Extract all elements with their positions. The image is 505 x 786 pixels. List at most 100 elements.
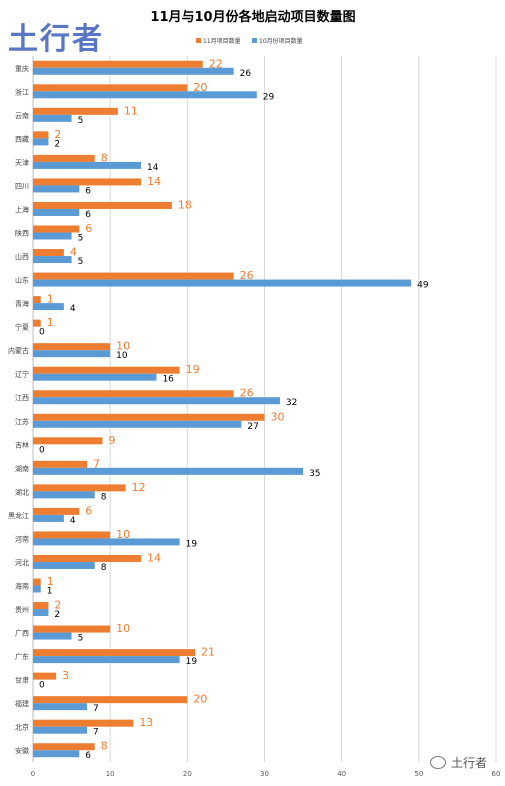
bar-11month xyxy=(33,507,80,515)
category-label: 湖北 xyxy=(15,487,29,496)
category-label: 重庆 xyxy=(15,64,29,73)
category-label: 广东 xyxy=(15,652,29,661)
data-label-10month: 14 xyxy=(147,163,159,173)
data-label-10month: 32 xyxy=(286,398,297,408)
bar-10month xyxy=(33,185,80,193)
bar-10month xyxy=(33,514,64,522)
bar-11month xyxy=(33,437,103,445)
category-labels: 重庆浙江云南西藏天津四川上海陕西山西山东青海宁夏内蒙古辽宁江西江苏吉林湖南湖北黑… xyxy=(8,64,29,755)
bar-10month xyxy=(33,750,80,758)
category-label: 河南 xyxy=(15,534,29,543)
data-label-10month: 19 xyxy=(186,657,198,667)
legend-swatch xyxy=(252,38,257,43)
data-label-11month: 10 xyxy=(116,528,130,541)
category-label: 宁夏 xyxy=(15,323,29,332)
data-label-10month: 27 xyxy=(247,422,258,432)
category-label: 河北 xyxy=(15,559,29,567)
bar-11month xyxy=(33,107,118,115)
data-label-10month: 4 xyxy=(70,304,76,314)
bar-11month xyxy=(33,60,203,68)
bar-11month xyxy=(33,460,88,468)
data-label-11month: 1 xyxy=(47,293,54,306)
data-label-10month: 10 xyxy=(116,351,128,361)
category-label: 黑龙江 xyxy=(8,511,29,520)
data-label-10month: 6 xyxy=(85,751,91,761)
bar-10month xyxy=(33,91,257,99)
data-label-10month: 0 xyxy=(39,328,45,338)
bar-10month xyxy=(33,726,88,734)
category-label: 天津 xyxy=(15,159,29,167)
legend: 11月项目数量 10月份项目数量 xyxy=(196,37,303,45)
bar-10month xyxy=(33,632,72,640)
category-label: 海南 xyxy=(15,582,29,591)
bar-10month xyxy=(33,303,64,311)
bar-10month xyxy=(33,208,80,216)
data-label-11month: 8 xyxy=(101,740,108,753)
data-label-10month: 7 xyxy=(93,704,99,714)
category-label: 辽宁 xyxy=(15,370,29,379)
bar-11month xyxy=(33,743,95,751)
bar-11month xyxy=(33,131,49,139)
data-label-11month: 13 xyxy=(139,716,153,729)
data-label-11month: 6 xyxy=(85,222,92,235)
chart-title: 11月与10月份各地启动项目数量图 xyxy=(150,9,355,25)
data-label-10month: 5 xyxy=(78,634,84,644)
bar-11month xyxy=(33,484,126,492)
category-label: 贵州 xyxy=(15,605,29,614)
bar-11month xyxy=(33,413,265,421)
data-label-11month: 1 xyxy=(47,316,54,329)
data-label-10month: 2 xyxy=(54,139,60,149)
x-tick-label: 50 xyxy=(414,770,423,778)
bar-10month xyxy=(33,373,157,381)
bar-11month xyxy=(33,343,111,351)
bar-10month xyxy=(33,585,41,593)
watermark-text: 土行者 xyxy=(451,756,488,770)
x-tick-label: 20 xyxy=(183,770,192,778)
data-label-11month: 10 xyxy=(116,622,130,635)
bar-11month xyxy=(33,719,134,727)
bar-11month xyxy=(33,390,234,398)
data-label-11month: 26 xyxy=(240,269,254,282)
bar-11month xyxy=(33,531,111,539)
bar-10month xyxy=(33,114,72,122)
bar-10month xyxy=(33,491,95,499)
bar-11month xyxy=(33,225,80,233)
x-tick-labels: 0 10 20 30 40 50 60 xyxy=(31,770,501,778)
data-label-11month: 30 xyxy=(271,410,285,423)
data-label-10month: 0 xyxy=(39,445,45,455)
bar-10month xyxy=(33,256,72,264)
bar-10month xyxy=(33,397,280,405)
data-label-11month: 7 xyxy=(93,457,100,470)
bar-11month xyxy=(33,578,41,586)
data-label-10month: 6 xyxy=(85,210,91,220)
data-label-11month: 11 xyxy=(124,104,138,117)
data-label-11month: 4 xyxy=(70,246,77,259)
bar-10month xyxy=(33,138,49,146)
bar-10month xyxy=(33,703,88,711)
data-label-10month: 1 xyxy=(47,587,53,597)
data-label-11month: 14 xyxy=(147,551,161,564)
data-label-10month: 2 xyxy=(54,610,60,620)
bar-11month xyxy=(33,296,41,304)
category-label: 浙江 xyxy=(15,87,29,96)
bars: 2226202911522814146186654526491410101019… xyxy=(33,57,429,761)
category-label: 上海 xyxy=(15,205,29,214)
legend-swatch xyxy=(196,38,201,43)
data-label-10month: 8 xyxy=(101,492,107,502)
category-label: 四川 xyxy=(15,182,29,190)
bar-11month xyxy=(33,672,57,680)
category-label: 陕西 xyxy=(15,229,29,238)
x-tick-label: 0 xyxy=(31,770,35,778)
data-label-11month: 20 xyxy=(193,81,207,94)
watermark: 土行者 xyxy=(430,754,487,771)
gridlines xyxy=(32,56,497,762)
x-tick-label: 10 xyxy=(106,770,115,778)
category-label: 吉林 xyxy=(15,440,29,449)
category-label: 甘肃 xyxy=(15,676,29,685)
data-label-11month: 6 xyxy=(85,504,92,517)
data-label-10month: 16 xyxy=(162,375,174,385)
data-label-10month: 5 xyxy=(78,257,84,267)
bar-10month xyxy=(33,350,111,358)
bar-10month xyxy=(33,561,95,569)
